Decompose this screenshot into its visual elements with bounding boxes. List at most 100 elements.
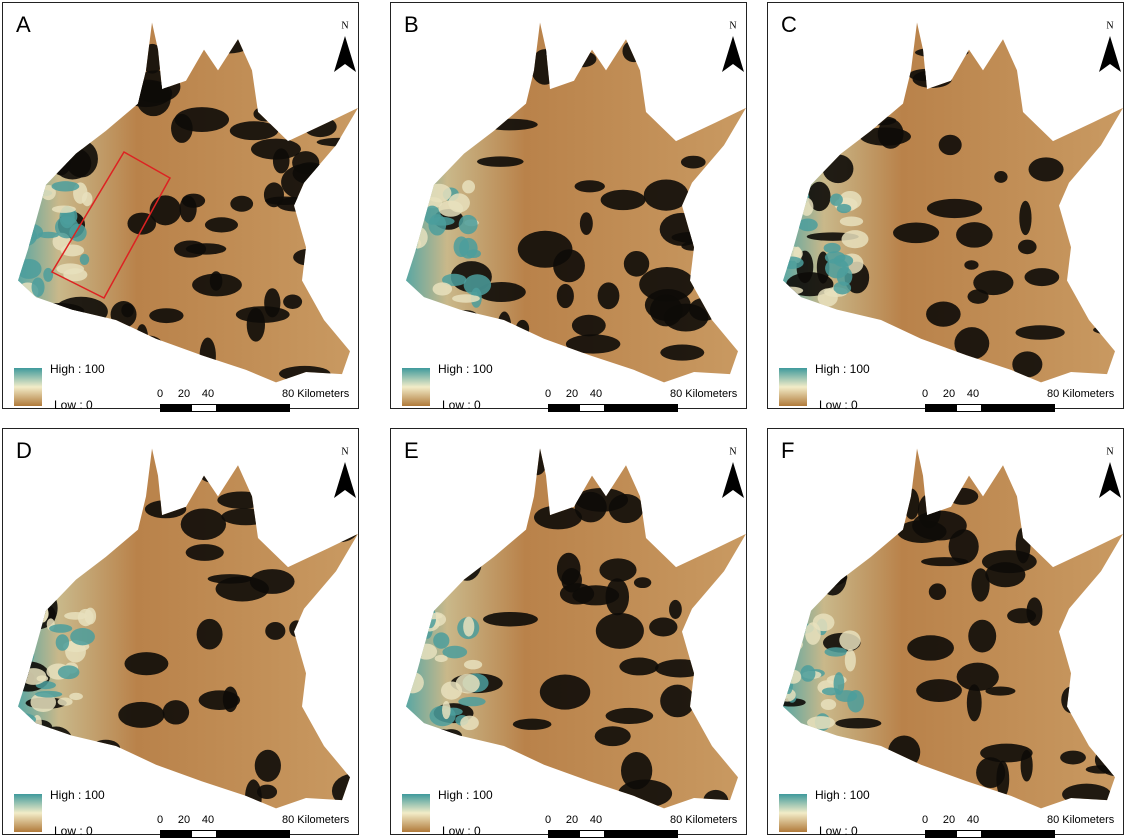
high-patch	[820, 698, 837, 710]
low-patch	[1012, 351, 1043, 378]
low-patch	[565, 334, 621, 354]
panel-label: E	[404, 438, 419, 463]
high-patch	[844, 649, 856, 672]
high-patch	[463, 274, 492, 296]
high-patch	[836, 266, 853, 286]
scale-label: 40	[202, 814, 214, 826]
low-patch	[124, 652, 169, 676]
low-patch	[1026, 597, 1043, 626]
low-patch	[254, 749, 281, 782]
scale-label: 0	[922, 388, 928, 400]
scale-label: 0	[157, 814, 163, 826]
high-patch	[824, 647, 848, 657]
low-patch	[994, 171, 1008, 183]
low-patch	[954, 327, 990, 360]
high-patch	[438, 200, 464, 217]
low-patch	[926, 301, 961, 327]
low-patch	[204, 217, 239, 233]
map-panel: F N High : 100 Low : 0 0 20 40 80 Kilometers	[767, 428, 1124, 838]
low-patch	[185, 544, 224, 561]
low-patch	[971, 568, 990, 602]
legend-low: Low : 0	[819, 824, 858, 838]
low-patch	[916, 679, 962, 702]
high-patch	[56, 263, 85, 275]
scale-unit: 80 Kilometers	[282, 388, 350, 400]
low-patch	[196, 618, 223, 650]
high-patch	[60, 244, 85, 257]
low-patch	[181, 193, 206, 208]
high-patch	[460, 715, 479, 731]
low-patch	[623, 250, 650, 277]
legend-low: Low : 0	[54, 398, 93, 412]
low-patch	[996, 760, 1010, 798]
low-patch	[512, 718, 552, 730]
low-patch	[264, 288, 281, 318]
low-patch	[968, 619, 997, 653]
high-patch	[34, 690, 63, 698]
low-patch	[835, 718, 882, 729]
legend-high: High : 100	[438, 362, 493, 376]
low-patch	[926, 198, 983, 219]
north-label: N	[1106, 446, 1113, 457]
low-patch	[605, 578, 630, 616]
high-patch	[807, 716, 835, 729]
high-patch	[442, 273, 467, 286]
low-patch	[229, 121, 279, 141]
scale-bar	[925, 404, 1055, 412]
low-patch	[1024, 268, 1060, 287]
scale-label: 0	[545, 814, 551, 826]
map-panel: E N High : 100 Low : 0 0 20 40 80 Kilometers	[390, 428, 747, 838]
scale-label: 20	[566, 388, 578, 400]
low-patch	[483, 612, 538, 627]
scale-bar-white	[192, 831, 216, 837]
scale-label: 40	[590, 814, 602, 826]
legend-ramp	[402, 368, 430, 406]
low-patch	[956, 222, 993, 248]
north-label: N	[341, 20, 348, 31]
high-patch	[55, 634, 70, 651]
low-patch	[556, 283, 574, 309]
low-patch	[966, 684, 982, 722]
low-patch	[893, 222, 940, 244]
low-patch	[928, 583, 947, 601]
low-patch	[207, 574, 253, 584]
scale-bar	[160, 404, 290, 412]
map-panel: A N High : 100 Low : 0 0 20 40 80 Kilometers	[2, 2, 359, 412]
low-patch	[571, 314, 606, 337]
scale-label: 20	[943, 388, 955, 400]
low-patch	[649, 294, 683, 327]
high-patch	[839, 630, 861, 651]
legend-low: Low : 0	[442, 824, 481, 838]
panel-label: C	[781, 12, 797, 37]
map-panel: B N High : 100 Low : 0 0 20 40 80 Kilometers	[390, 2, 747, 412]
high-patch	[49, 624, 73, 633]
scale-label: 20	[178, 388, 190, 400]
scale-bar-white	[957, 405, 981, 411]
low-patch	[477, 156, 524, 167]
scale-label: 0	[922, 814, 928, 826]
legend-ramp	[14, 794, 42, 832]
low-patch	[595, 612, 644, 649]
low-patch	[599, 558, 637, 582]
low-patch	[263, 182, 285, 208]
low-patch	[897, 520, 947, 544]
high-patch	[829, 193, 843, 206]
scale-label: 0	[545, 388, 551, 400]
low-patch	[292, 151, 320, 175]
high-patch	[70, 628, 95, 646]
scale-bar	[548, 404, 678, 412]
high-patch	[31, 277, 45, 298]
low-patch	[980, 743, 1033, 763]
high-patch	[797, 218, 818, 232]
low-patch	[272, 148, 290, 174]
scale-bar-white	[957, 831, 981, 837]
high-patch	[433, 632, 450, 649]
legend-ramp	[402, 794, 430, 832]
study-area	[50, 150, 172, 299]
low-patch	[174, 107, 230, 132]
north-label: N	[729, 20, 736, 31]
low-patch	[619, 657, 659, 676]
low-patch	[149, 195, 182, 226]
low-patch	[643, 179, 689, 211]
low-patch	[639, 266, 695, 302]
